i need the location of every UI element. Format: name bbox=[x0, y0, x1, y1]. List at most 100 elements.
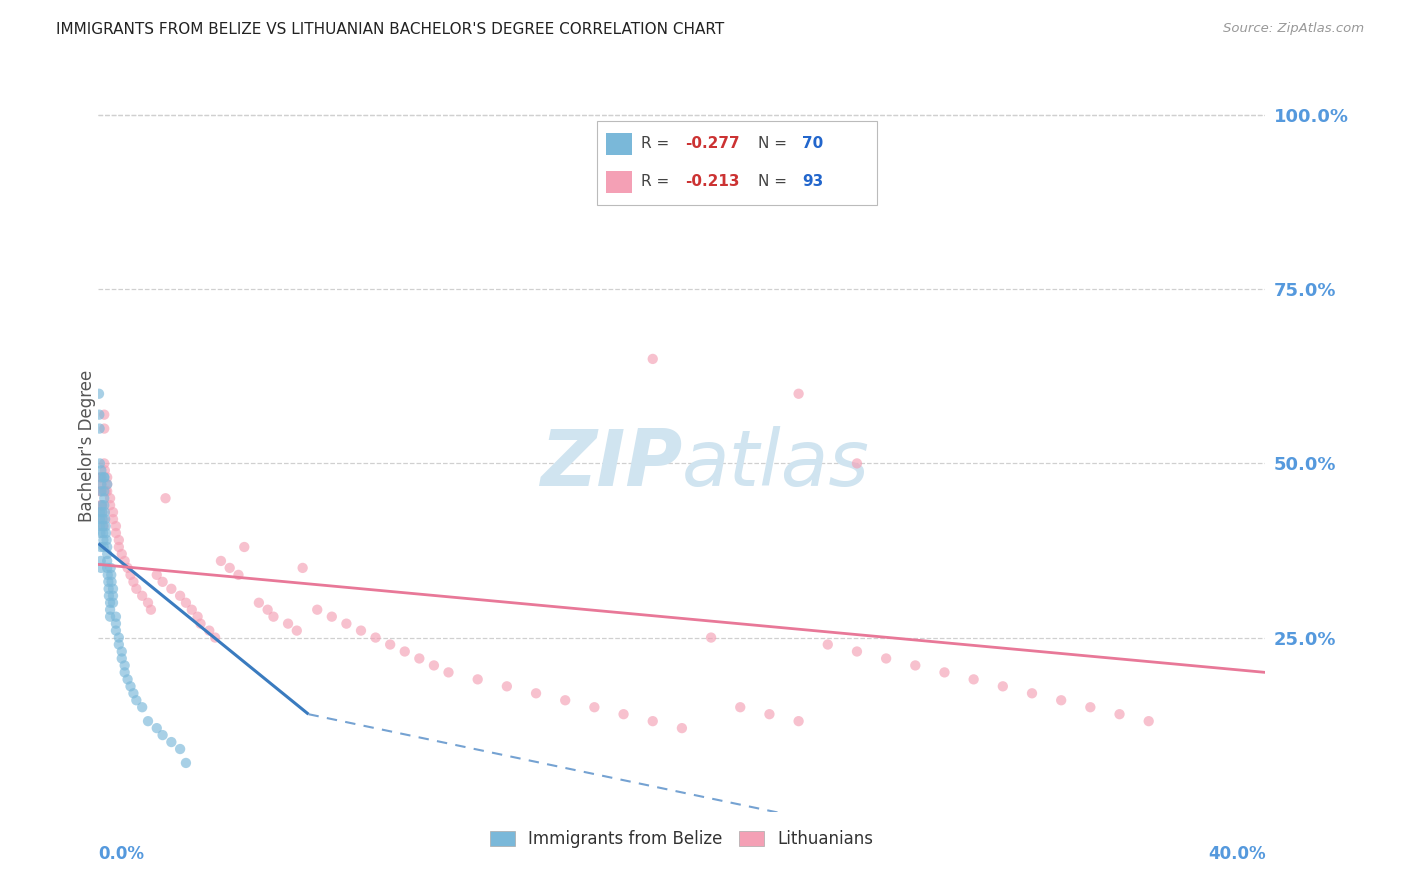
Point bbox=[91, 519, 114, 533]
Point bbox=[1021, 686, 1043, 700]
Point bbox=[94, 484, 117, 499]
Point bbox=[90, 484, 112, 499]
Point bbox=[89, 470, 111, 484]
Point bbox=[364, 631, 387, 645]
Point bbox=[91, 526, 114, 541]
Y-axis label: Bachelor's Degree: Bachelor's Degree bbox=[79, 370, 96, 522]
Point bbox=[233, 540, 256, 554]
Point bbox=[169, 742, 191, 756]
Point bbox=[89, 505, 111, 519]
Point bbox=[846, 644, 869, 658]
Point bbox=[612, 707, 634, 722]
Point bbox=[93, 470, 115, 484]
Text: R =: R = bbox=[641, 136, 675, 152]
Point bbox=[787, 714, 810, 728]
Point bbox=[111, 644, 134, 658]
Point bbox=[125, 693, 148, 707]
Point bbox=[96, 484, 118, 499]
Point bbox=[94, 526, 117, 541]
Point bbox=[817, 638, 839, 652]
Point bbox=[174, 756, 197, 770]
FancyBboxPatch shape bbox=[596, 120, 877, 204]
Text: Source: ZipAtlas.com: Source: ZipAtlas.com bbox=[1223, 22, 1364, 36]
Point bbox=[89, 512, 111, 526]
Point bbox=[875, 651, 897, 665]
Point bbox=[101, 582, 124, 596]
Point bbox=[97, 589, 120, 603]
Text: ZIP: ZIP bbox=[540, 426, 682, 502]
Text: atlas: atlas bbox=[682, 426, 870, 502]
Text: IMMIGRANTS FROM BELIZE VS LITHUANIAN BACHELOR'S DEGREE CORRELATION CHART: IMMIGRANTS FROM BELIZE VS LITHUANIAN BAC… bbox=[56, 22, 724, 37]
Point bbox=[641, 351, 664, 366]
Point bbox=[96, 554, 118, 568]
Text: -0.213: -0.213 bbox=[685, 175, 740, 189]
Point bbox=[114, 658, 136, 673]
Point bbox=[90, 498, 112, 512]
Point bbox=[190, 616, 212, 631]
Point bbox=[108, 540, 131, 554]
Point bbox=[111, 547, 134, 561]
Point bbox=[160, 735, 183, 749]
Point bbox=[117, 561, 139, 575]
Text: 0.0%: 0.0% bbox=[98, 845, 145, 863]
Point bbox=[101, 596, 124, 610]
Point bbox=[98, 609, 121, 624]
Point bbox=[101, 512, 124, 526]
Point bbox=[93, 533, 115, 547]
Point bbox=[97, 582, 120, 596]
Point bbox=[104, 519, 127, 533]
Point bbox=[131, 700, 153, 714]
Point bbox=[98, 603, 121, 617]
Point bbox=[136, 714, 159, 728]
Point bbox=[98, 596, 121, 610]
Point bbox=[174, 596, 197, 610]
Point bbox=[93, 421, 115, 435]
Point bbox=[408, 651, 430, 665]
Text: 93: 93 bbox=[801, 175, 824, 189]
Point bbox=[89, 408, 111, 422]
Point bbox=[350, 624, 373, 638]
Point bbox=[1050, 693, 1073, 707]
Point bbox=[122, 574, 145, 589]
Point bbox=[187, 609, 209, 624]
Point bbox=[262, 609, 284, 624]
Point bbox=[96, 470, 118, 484]
Point bbox=[758, 707, 780, 722]
Point bbox=[218, 561, 240, 575]
Point bbox=[114, 665, 136, 680]
Text: R =: R = bbox=[641, 175, 675, 189]
Point bbox=[98, 491, 121, 506]
Point bbox=[730, 700, 752, 714]
Point bbox=[94, 463, 117, 477]
Point bbox=[394, 644, 416, 658]
Point bbox=[117, 673, 139, 687]
Point bbox=[285, 624, 308, 638]
Point bbox=[146, 721, 169, 735]
Bar bbox=[606, 171, 631, 193]
Point bbox=[96, 540, 118, 554]
Point bbox=[104, 616, 127, 631]
Point bbox=[155, 491, 177, 506]
Point bbox=[787, 386, 810, 401]
Point bbox=[91, 512, 114, 526]
Point bbox=[90, 463, 112, 477]
Text: N =: N = bbox=[758, 175, 792, 189]
Point bbox=[169, 589, 191, 603]
Point bbox=[93, 484, 115, 499]
Point bbox=[583, 700, 606, 714]
Point bbox=[108, 533, 131, 547]
Point bbox=[90, 477, 112, 491]
Point bbox=[96, 547, 118, 561]
Point bbox=[90, 540, 112, 554]
Point bbox=[97, 574, 120, 589]
Point bbox=[89, 421, 111, 435]
Point bbox=[93, 498, 115, 512]
Point bbox=[641, 714, 664, 728]
Point bbox=[962, 673, 984, 687]
Text: 40.0%: 40.0% bbox=[1208, 845, 1265, 863]
Point bbox=[1137, 714, 1160, 728]
Point bbox=[100, 574, 122, 589]
Point bbox=[91, 512, 114, 526]
Point bbox=[93, 540, 115, 554]
Point bbox=[146, 567, 169, 582]
